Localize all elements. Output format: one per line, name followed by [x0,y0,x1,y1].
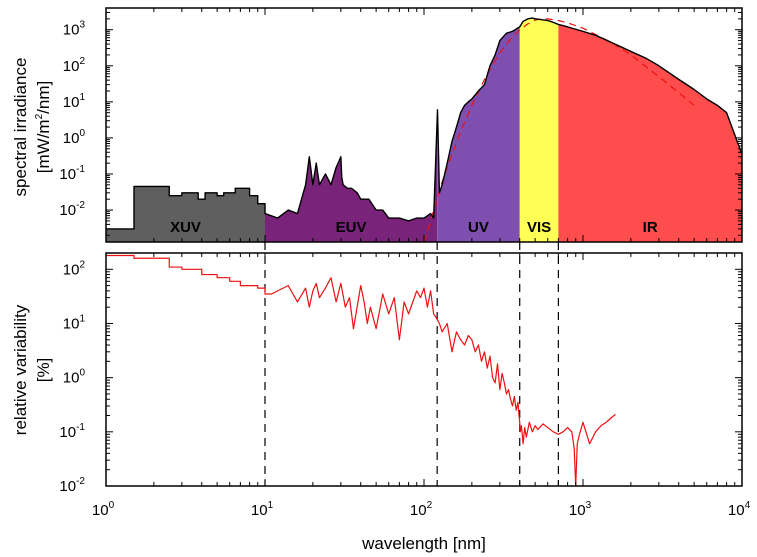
bottom-x-tick-label: 103 [569,500,592,519]
bottom-x-tick-label: 102 [410,500,433,519]
top-y-tick-label: 101 [63,92,86,111]
spectrum-upper-mask [106,8,742,229]
top-y-tick-exp: 3 [79,20,85,31]
bottom-y-tick-label: 10-2 [59,476,85,495]
top-y-tick-exp: -1 [76,164,85,175]
band-label-ir: IR [643,219,658,236]
top-y-tick-label: 103 [63,20,86,39]
bottom-x-tick-exp: 0 [109,500,115,511]
bottom-y-tick-base: 10 [63,315,80,332]
band-label-uv: UV [468,219,489,236]
band-label-euv: EUV [336,219,367,236]
bottom-x-tick-base: 10 [728,502,745,519]
top-y-tick-base: 10 [63,22,80,39]
bottom-x-tick-base: 10 [92,502,109,519]
bottom-x-tick-base: 10 [410,502,427,519]
top-ylabel-line1: spectral irradiance [11,58,30,197]
variability-line [106,254,616,487]
bottom-y-tick-base: 10 [59,478,76,495]
top-y-tick-base: 10 [59,202,76,219]
top-y-tick-label: 102 [63,56,86,75]
bottom-y-tick-exp: -2 [76,476,85,487]
bottom-y-tick-exp: -1 [76,422,85,433]
top-y-tick-base: 10 [63,130,80,147]
blackbody-curve [423,18,695,243]
bottom-x-tick-exp: 1 [268,500,274,511]
bottom-y-tick-label: 101 [63,313,86,332]
bottom-x-tick-base: 10 [251,502,268,519]
band-boundary-lines [264,242,559,486]
top-y-tick-base: 10 [59,166,76,183]
top-ylabel-unit-b: /nm] [34,81,53,114]
bottom-y-tick-exp: 2 [79,259,85,270]
band-label-xuv: XUV [170,219,201,236]
bottom-x-tick-label: 100 [92,500,115,519]
bottom-y-tick-label: 100 [63,368,86,387]
variability-lines [106,254,616,487]
top-y-tick-base: 10 [63,94,80,111]
bottom-x-tick-label: 101 [251,500,274,519]
top-y-tick-exp: 1 [79,92,85,103]
top-y-tick-exp: 0 [79,128,85,139]
top-ylabel-line2: [mW/m2/nm] [34,81,53,173]
bottom-y-tick-label: 102 [63,259,86,278]
top-y-tick-base: 10 [63,58,80,75]
band-mask [106,8,742,229]
solar-spectrum-line [106,17,743,230]
band-vis [519,8,559,242]
bottom-ylabel-line2: [%] [34,358,53,383]
top-ylabel-unit-a: [mW/m [34,119,53,173]
top-y-tick-exp: 2 [79,56,85,67]
irradiance-lines [106,17,743,243]
top-y-tick-label: 10-1 [59,164,85,183]
top-y-tick-exp: -2 [76,200,85,211]
bottom-x-tick-exp: 3 [586,500,592,511]
bottom-y-tick-exp: 0 [79,368,85,379]
bottom-y-tick-base: 10 [63,370,80,387]
band-labels: XUV EUV UV VIS IR [170,219,658,236]
bottom-ylabel-line1: relative variability [11,304,30,435]
bottom-y-tick-exp: 1 [79,313,85,324]
bottom-y-tick-label: 10-1 [59,422,85,441]
bottom-x-tick-exp: 4 [745,500,751,511]
top-y-tick-label: 100 [63,128,86,147]
band-label-vis: VIS [527,219,551,236]
top-y-tick-label: 10-2 [59,200,85,219]
bottom-y-tick-base: 10 [59,424,76,441]
bottom-x-tick-base: 10 [569,502,586,519]
xlabel: wavelength [nm] [361,534,486,553]
bottom-x-tick-exp: 2 [427,500,433,511]
bottom-x-tick-label: 104 [728,500,751,519]
top-ylabel-unit-sup: 2 [34,113,45,119]
bottom-y-tick-base: 10 [63,261,80,278]
